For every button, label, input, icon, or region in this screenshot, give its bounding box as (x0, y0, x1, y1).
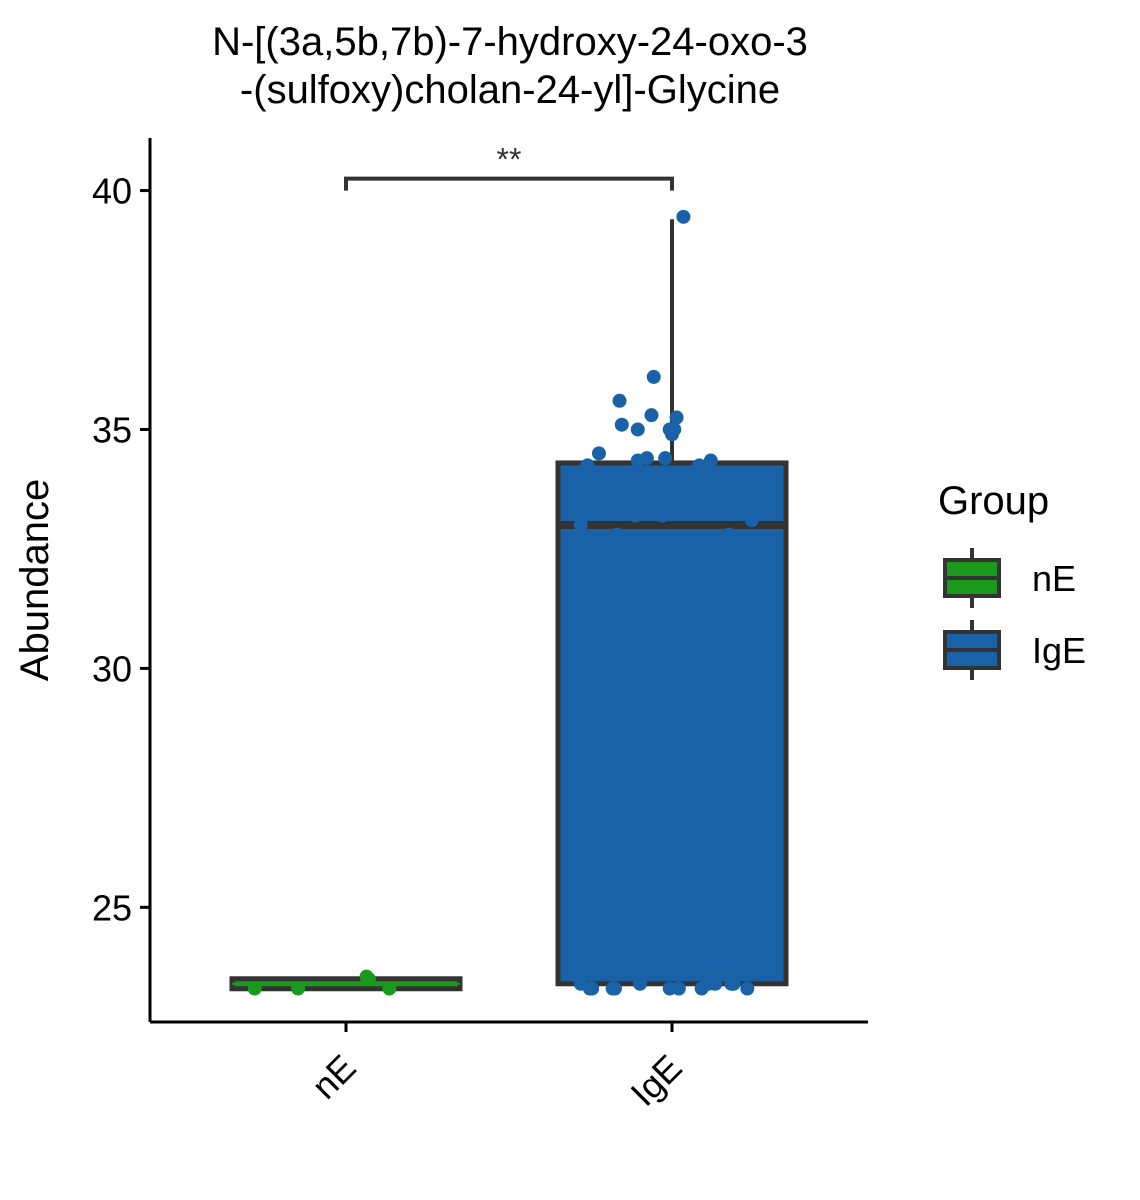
data-point (610, 494, 625, 509)
data-point (646, 369, 661, 384)
data-point (247, 981, 262, 996)
data-point (667, 422, 682, 437)
data-point (726, 976, 741, 991)
significance-bracket: ** (344, 142, 674, 191)
data-point (612, 393, 627, 408)
data-point (744, 513, 759, 528)
bracket-line (344, 176, 674, 191)
y-tick-label: 30 (92, 648, 132, 689)
data-point (669, 410, 684, 425)
data-point (573, 518, 588, 533)
data-point (639, 451, 654, 466)
points-nE (247, 969, 397, 996)
y-tick-label: 40 (92, 171, 132, 212)
x-tick-label: IgE (622, 1047, 689, 1114)
chart-title-line: -(sulfoxy)cholan-24-yl]-Glycine (240, 68, 780, 112)
chart-title-line: N-[(3a,5b,7b)-7-hydroxy-24-oxo-3 (212, 20, 808, 64)
data-point (676, 209, 691, 224)
y-tick-label: 35 (92, 409, 132, 450)
y-tick-label: 25 (92, 887, 132, 928)
data-point (580, 458, 595, 473)
data-point (607, 981, 622, 996)
points-IgE (573, 209, 771, 996)
data-point (708, 976, 723, 991)
data-point (658, 451, 673, 466)
chart-title: N-[(3a,5b,7b)-7-hydroxy-24-oxo-3-(sulfox… (212, 20, 808, 112)
data-point (756, 556, 771, 571)
data-point (671, 981, 686, 996)
data-point (628, 508, 643, 523)
data-point (630, 422, 645, 437)
legend-item-nE: nE (943, 548, 1076, 608)
data-point (740, 981, 755, 996)
data-point (692, 458, 707, 473)
significance-label: ** (497, 142, 522, 178)
legend-label: nE (1032, 558, 1076, 599)
data-point (633, 976, 648, 991)
data-point (591, 446, 606, 461)
data-point (722, 527, 737, 542)
data-point (382, 981, 397, 996)
legend-item-IgE: IgE (943, 620, 1086, 680)
data-point (614, 417, 629, 432)
y-axis-title: Abundance (13, 479, 57, 681)
data-point (610, 527, 625, 542)
plot-area: ** (229, 142, 789, 996)
data-point (291, 981, 306, 996)
data-point (703, 453, 718, 468)
box-IgE (555, 219, 789, 987)
data-point (655, 508, 670, 523)
box-body (555, 460, 789, 987)
box-nE (229, 976, 463, 992)
data-point (585, 981, 600, 996)
legend: Group nE IgE (938, 479, 1086, 680)
legend-label: IgE (1032, 630, 1086, 671)
x-tick-label: nE (304, 1047, 364, 1107)
data-point (644, 408, 659, 423)
data-point (753, 479, 768, 494)
data-point (361, 971, 376, 986)
legend-title: Group (938, 479, 1049, 523)
